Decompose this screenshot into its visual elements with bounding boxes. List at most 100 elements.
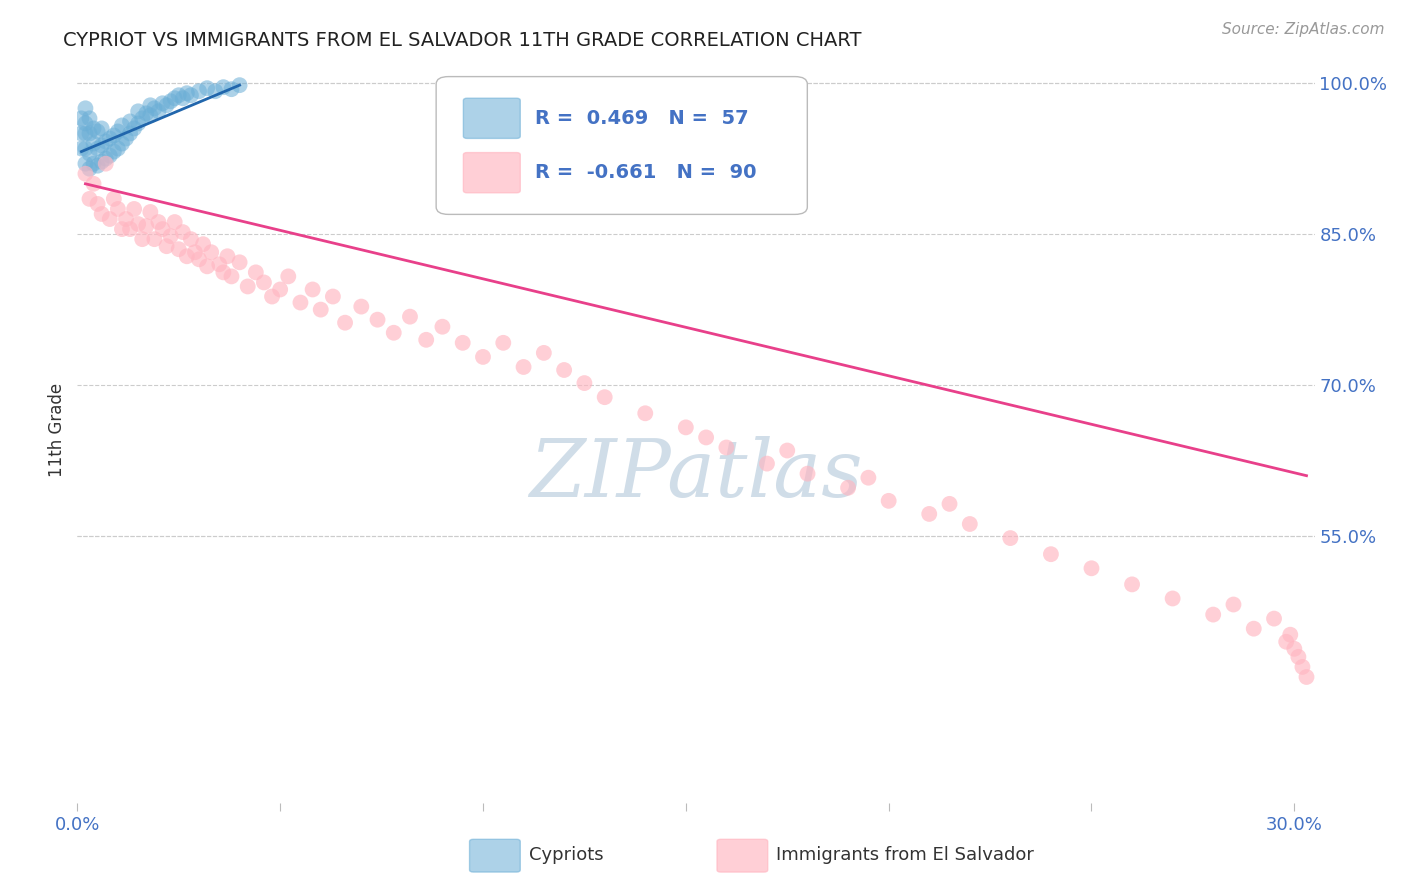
- Point: [333, 316, 356, 330]
- Point: [1222, 598, 1244, 612]
- Point: [350, 300, 373, 314]
- Point: [367, 312, 389, 326]
- Point: [208, 257, 231, 271]
- Point: [152, 96, 174, 111]
- Point: [90, 154, 112, 169]
- Point: [533, 346, 555, 360]
- Point: [188, 84, 211, 98]
- Point: [83, 156, 105, 170]
- Point: [382, 326, 405, 340]
- Point: [107, 124, 129, 138]
- Point: [1202, 607, 1225, 622]
- Point: [103, 192, 125, 206]
- Point: [858, 471, 880, 485]
- Point: [127, 116, 149, 130]
- Point: [86, 197, 108, 211]
- Point: [172, 225, 194, 239]
- Point: [415, 333, 437, 347]
- Point: [432, 319, 454, 334]
- Point: [176, 86, 198, 100]
- Point: [90, 207, 112, 221]
- Point: [176, 249, 198, 263]
- Text: R =  -0.661   N =  90: R = -0.661 N = 90: [536, 163, 756, 182]
- Point: [277, 269, 299, 284]
- Text: Source: ZipAtlas.com: Source: ZipAtlas.com: [1222, 22, 1385, 37]
- Point: [120, 222, 142, 236]
- Point: [86, 159, 108, 173]
- Point: [675, 420, 697, 434]
- Point: [139, 108, 162, 122]
- Point: [1295, 670, 1317, 684]
- Point: [75, 116, 97, 130]
- Point: [163, 91, 186, 105]
- Point: [204, 84, 226, 98]
- Point: [127, 217, 149, 231]
- Point: [512, 359, 534, 374]
- Point: [107, 142, 129, 156]
- Point: [143, 232, 166, 246]
- Point: [472, 350, 495, 364]
- Point: [79, 127, 101, 141]
- Point: [79, 192, 101, 206]
- Point: [86, 142, 108, 156]
- Point: [127, 104, 149, 119]
- Point: [322, 289, 344, 303]
- Point: [172, 91, 194, 105]
- Point: [212, 265, 235, 279]
- Point: [90, 138, 112, 153]
- Point: [111, 136, 134, 151]
- Text: ZIPatlas: ZIPatlas: [529, 436, 863, 514]
- FancyBboxPatch shape: [717, 839, 768, 872]
- Point: [1243, 622, 1265, 636]
- Point: [148, 215, 170, 229]
- Point: [301, 283, 323, 297]
- Point: [796, 467, 818, 481]
- Point: [236, 279, 259, 293]
- Text: Cypriots: Cypriots: [529, 846, 603, 864]
- Point: [70, 142, 93, 156]
- Point: [135, 219, 157, 233]
- Point: [103, 128, 125, 143]
- Point: [290, 295, 312, 310]
- Point: [1121, 577, 1143, 591]
- Point: [253, 276, 276, 290]
- Point: [70, 127, 93, 141]
- Point: [1039, 547, 1062, 561]
- FancyBboxPatch shape: [464, 153, 520, 193]
- Point: [131, 112, 153, 126]
- FancyBboxPatch shape: [464, 98, 520, 138]
- Point: [1284, 641, 1306, 656]
- Point: [167, 88, 190, 103]
- Point: [755, 457, 778, 471]
- Point: [111, 119, 134, 133]
- Point: [776, 443, 799, 458]
- Point: [959, 516, 981, 531]
- Point: [143, 101, 166, 115]
- FancyBboxPatch shape: [436, 77, 807, 214]
- Point: [159, 95, 181, 109]
- Point: [83, 121, 105, 136]
- Point: [200, 245, 222, 260]
- Point: [122, 202, 145, 216]
- Point: [103, 145, 125, 159]
- Point: [115, 212, 138, 227]
- Point: [94, 152, 117, 166]
- Point: [79, 146, 101, 161]
- Point: [309, 302, 332, 317]
- Point: [120, 114, 142, 128]
- Point: [155, 239, 177, 253]
- Point: [212, 80, 235, 95]
- Point: [1279, 628, 1302, 642]
- Point: [593, 390, 616, 404]
- Point: [70, 112, 93, 126]
- Point: [139, 205, 162, 219]
- Point: [115, 131, 138, 145]
- Point: [399, 310, 422, 324]
- Y-axis label: 11th Grade: 11th Grade: [48, 384, 66, 477]
- Point: [269, 283, 291, 297]
- Point: [90, 121, 112, 136]
- Point: [184, 245, 207, 260]
- Point: [938, 497, 960, 511]
- Point: [94, 135, 117, 149]
- Point: [83, 177, 105, 191]
